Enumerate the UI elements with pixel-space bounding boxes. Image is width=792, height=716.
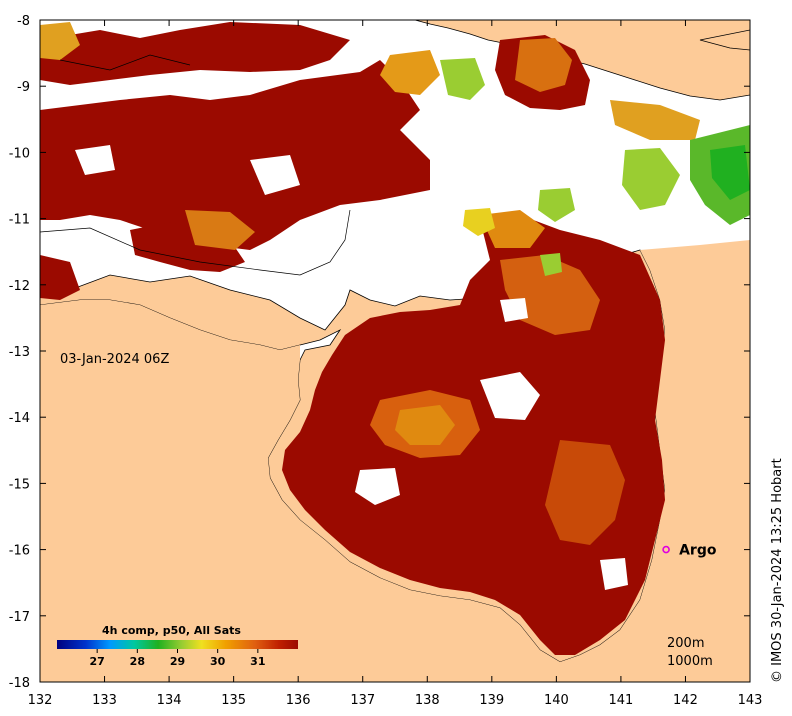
x-tick-label: 133 — [92, 693, 117, 708]
land-north — [414, 20, 750, 101]
y-tick-label: -17 — [9, 610, 30, 625]
x-tick-label: 138 — [415, 693, 440, 708]
y-axis: -8 -9 -10 -11 -12 -13 -14 -15 -16 -17 -18 — [9, 14, 750, 691]
y-tick-label: -12 — [9, 279, 30, 294]
colorbar-tick-label: 28 — [130, 655, 145, 668]
x-tick-label: 140 — [544, 693, 569, 708]
sst-field-mid — [40, 22, 700, 545]
x-tick-label: 135 — [221, 693, 246, 708]
contour-1000m — [59, 54, 191, 71]
x-tick-label: 137 — [350, 693, 375, 708]
contour-200m — [40, 209, 351, 276]
land-east-top — [699, 29, 750, 51]
y-tick-label: -13 — [9, 345, 30, 360]
colorbar-ramp — [57, 640, 298, 649]
colorbar-tick-label: 31 — [250, 655, 265, 668]
colorbar-ticks: 27 28 29 30 31 — [90, 649, 265, 668]
colorbar-title: 4h comp, p50, All Sats — [102, 624, 241, 637]
credit-text: © IMOS 30-Jan-2024 13:25 Hobart — [770, 458, 785, 683]
x-tick-label: 141 — [608, 693, 633, 708]
colorbar-tick-label: 30 — [210, 655, 226, 668]
colorbar: 4h comp, p50, All Sats 27 28 29 30 31 — [57, 624, 298, 668]
x-tick-label: 139 — [479, 693, 504, 708]
contour-label-200m: 200m — [667, 636, 704, 651]
x-tick-label: 136 — [286, 693, 311, 708]
y-tick-label: -8 — [17, 14, 30, 29]
y-tick-label: -15 — [9, 477, 30, 492]
contour-label-1000m: 1000m — [667, 654, 713, 669]
x-axis: 132 133 134 135 136 137 138 139 140 141 142 143 — [28, 20, 763, 708]
cloud-gaps — [75, 145, 628, 590]
argo-label: Argo — [679, 543, 717, 559]
x-tick-label: 132 — [28, 693, 53, 708]
y-tick-label: -10 — [9, 146, 30, 161]
x-tick-label: 143 — [738, 693, 763, 708]
map-plot-area — [40, 20, 750, 682]
timestamp-label: 03-Jan-2024 06Z — [60, 352, 169, 367]
colorbar-tick-label: 27 — [90, 655, 105, 668]
argo-marker[interactable]: Argo — [662, 543, 717, 559]
x-tick-label: 142 — [673, 693, 698, 708]
y-tick-label: -14 — [9, 411, 30, 426]
sst-field-cool — [440, 58, 750, 276]
land-australia-south — [40, 240, 750, 682]
colorbar-tick-label: 29 — [170, 655, 185, 668]
argo-marker-icon — [662, 545, 670, 554]
y-tick-label: -16 — [9, 544, 30, 559]
y-tick-label: -18 — [9, 676, 30, 691]
y-tick-label: -9 — [17, 80, 30, 95]
x-tick-label: 134 — [157, 693, 182, 708]
y-tick-label: -11 — [9, 213, 30, 228]
